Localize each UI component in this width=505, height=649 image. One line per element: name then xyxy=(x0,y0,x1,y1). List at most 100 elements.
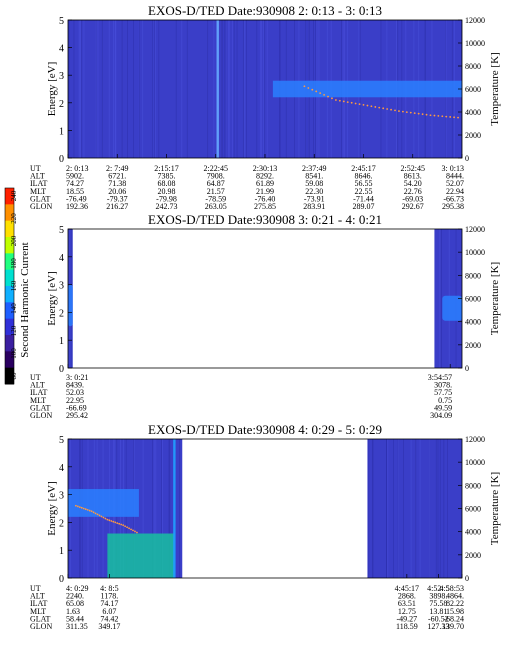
ephemeris-cell: 7385. xyxy=(158,172,176,181)
texture-streak xyxy=(101,20,103,158)
ephemeris-cell: 18.55 xyxy=(66,187,84,196)
ephemeris-cell: 292.67 xyxy=(402,202,424,211)
texture-streak xyxy=(127,20,128,158)
colorbar-tick-label: 200 xyxy=(10,235,18,246)
texture-streak xyxy=(371,439,373,578)
ephemeris-cell: 20.06 xyxy=(108,187,126,196)
temperature-trace-point xyxy=(382,107,385,110)
feature-band xyxy=(68,489,139,517)
texture-streak xyxy=(266,20,268,158)
ephemeris-cell: 295.42 xyxy=(66,411,88,420)
colorbar-tick-label: 160 xyxy=(10,280,18,291)
texture-streak xyxy=(410,439,412,578)
y-right-tick-label: 10000 xyxy=(465,39,485,48)
ephemeris-cell: 127.33 xyxy=(427,622,449,631)
colorbar-swatches xyxy=(4,187,15,385)
texture-streak xyxy=(263,20,264,158)
ephemeris-cell: 8439. xyxy=(66,381,84,390)
texture-streak xyxy=(161,439,162,578)
texture-streak xyxy=(419,439,421,578)
feature-blob xyxy=(68,284,73,327)
colorbar-swatch xyxy=(5,351,14,369)
ephemeris-cell: 2: 7:49 xyxy=(106,164,128,173)
y-tick-label: 1 xyxy=(59,546,64,557)
ephemeris-cell: 311.35 xyxy=(66,622,88,631)
ephemeris-cell: 75.58 xyxy=(429,599,447,608)
texture-streak xyxy=(186,20,188,158)
texture-streak xyxy=(207,20,209,158)
ephemeris-cell: 22.76 xyxy=(404,187,422,196)
temperature-trace-point xyxy=(124,525,127,528)
temperature-trace-point xyxy=(374,106,377,108)
ephemeris-cell: 263.05 xyxy=(205,202,227,211)
temperature-trace-point xyxy=(421,113,424,116)
colorbar-swatch xyxy=(5,188,14,205)
ephemeris-cell: 4:52: 5 xyxy=(427,584,449,593)
ephemeris-cell: 4:58:53 xyxy=(440,584,464,593)
ephemeris-cell: -76.49 xyxy=(66,194,87,203)
colorbar-tick-label: 220 xyxy=(10,213,18,224)
temperature-trace-point xyxy=(413,112,416,115)
ephemeris-row-label: MLT xyxy=(30,607,46,616)
ephemeris-cell: 61.89 xyxy=(256,179,274,188)
temperature-trace-point xyxy=(108,519,111,522)
ephemeris-cell: 3078. xyxy=(434,381,452,390)
y-tick-label: 5 xyxy=(59,435,64,446)
ephemeris-cell: 65.08 xyxy=(66,599,84,608)
ephemeris-cell: 8541. xyxy=(305,172,323,181)
y-right-tick-label: 12000 xyxy=(465,225,485,234)
colorbar-tick-label: 120 xyxy=(10,325,18,336)
y-right-tick-label: 4000 xyxy=(465,318,481,327)
ephemeris-cell: 74.27 xyxy=(66,179,84,188)
temperature-trace-point xyxy=(74,504,77,507)
texture-streak xyxy=(439,439,441,578)
colorbar-swatch xyxy=(5,318,14,336)
colorbar-swatch xyxy=(5,220,14,238)
temperature-trace-point xyxy=(378,106,381,109)
temperature-trace-point xyxy=(100,515,103,518)
spectrogram-panel-1: EXOS-D/TED Date:930908 2: 0:13 - 3: 0:13… xyxy=(30,3,501,211)
temperature-trace-point xyxy=(386,108,389,110)
y-tick-label: 0 xyxy=(59,154,64,165)
ephemeris-cell: 82.22 xyxy=(446,599,464,608)
y-right-tick-label: 12000 xyxy=(465,16,485,25)
texture-streak xyxy=(155,439,157,578)
temperature-trace-point xyxy=(76,505,79,508)
texture-streak xyxy=(175,20,177,158)
y-right-tick-label: 8000 xyxy=(465,62,481,71)
ephemeris-cell: 58.44 xyxy=(66,614,84,623)
ephemeris-cell: 2:15:17 xyxy=(154,164,178,173)
y-right-tick-label: 10000 xyxy=(465,458,485,467)
ephemeris-cell: 2:22:45 xyxy=(204,164,228,173)
texture-streak xyxy=(152,20,154,158)
y-right-axis-label: Temperature [K] xyxy=(489,472,501,545)
ephemeris-cell: 275.85 xyxy=(254,202,276,211)
temperature-trace-point xyxy=(104,517,107,520)
ephemeris-cell: 1.63 xyxy=(66,607,80,616)
texture-streak xyxy=(441,229,442,368)
feature-band xyxy=(272,80,462,98)
ephemeris-cell: 54.20 xyxy=(404,179,422,188)
texture-streak xyxy=(397,439,399,578)
ephemeris-row-label: ILAT xyxy=(30,388,47,397)
ephemeris-cell: 192.36 xyxy=(66,202,88,211)
ephemeris-cell: 21.99 xyxy=(256,187,274,196)
ephemeris-cell: 52.07 xyxy=(446,179,464,188)
y-tick-label: 4 xyxy=(59,463,64,474)
ephemeris-cell: 8646. xyxy=(355,172,373,181)
y-right-tick-label: 2000 xyxy=(465,131,481,140)
texture-streak xyxy=(256,20,258,158)
ephemeris-cell: 4:45:17 xyxy=(395,584,419,593)
texture-streak xyxy=(114,20,116,158)
texture-streak xyxy=(95,20,97,158)
temperature-trace-point xyxy=(441,115,444,118)
ephemeris-row-label: ALT xyxy=(30,592,45,601)
temperature-trace-point xyxy=(437,115,440,117)
colorbar-frame xyxy=(4,187,15,385)
y-right-tick-label: 6000 xyxy=(465,505,481,514)
y-tick-label: 4 xyxy=(59,44,64,55)
temperature-trace-point xyxy=(94,512,97,515)
ephemeris-cell: 8292. xyxy=(256,172,274,181)
ephemeris-cell: 295.38 xyxy=(442,202,464,211)
ephemeris-cell: -49.27 xyxy=(397,614,418,623)
